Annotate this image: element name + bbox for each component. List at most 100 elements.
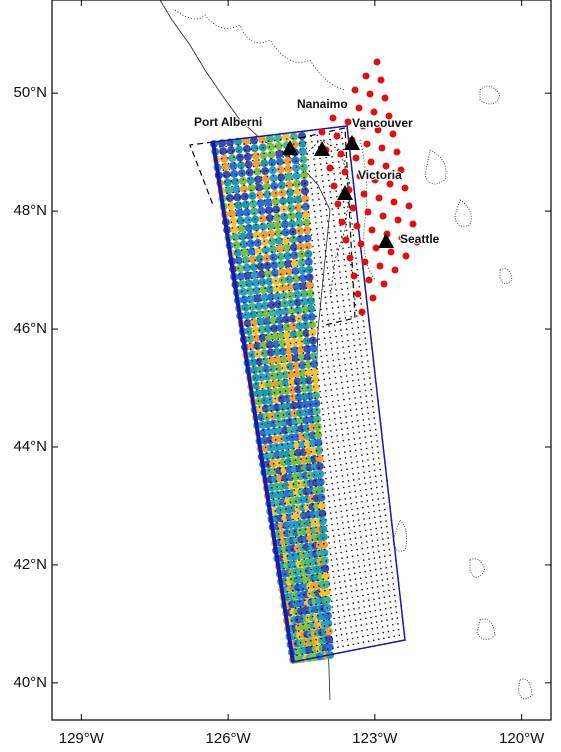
slip-cell — [309, 344, 318, 353]
grid-node — [271, 169, 274, 171]
grid-node — [331, 353, 334, 356]
grid-node — [290, 172, 293, 175]
slip-cell — [318, 517, 327, 526]
slip-cell — [255, 191, 264, 200]
grid-node — [227, 198, 229, 200]
slip-cell — [305, 384, 314, 393]
grid-node — [276, 373, 279, 376]
grid-node — [338, 405, 340, 408]
grid-node — [396, 617, 399, 619]
slip-cell — [315, 446, 323, 455]
grid-node — [359, 577, 362, 579]
grid-node — [349, 620, 352, 623]
slip-cell — [304, 250, 313, 258]
grid-node — [329, 588, 331, 591]
x-tick-label: 129°W — [59, 730, 105, 747]
grid-node — [293, 489, 296, 491]
grid-node — [284, 466, 287, 469]
grid-node — [231, 144, 233, 147]
grid-node — [277, 379, 280, 382]
grid-node — [301, 299, 304, 302]
grid-node — [280, 396, 282, 399]
grid-node — [353, 608, 355, 610]
grid-node — [282, 249, 285, 252]
grid-node — [350, 544, 352, 546]
grid-node — [263, 199, 266, 201]
grid-node — [371, 446, 374, 449]
grid-node — [345, 586, 347, 588]
grid-node — [248, 260, 250, 262]
grid-node — [324, 595, 327, 598]
slip-cell — [298, 139, 307, 148]
grid-node — [268, 392, 270, 395]
grid-node — [244, 149, 246, 151]
grid-node — [370, 616, 372, 619]
grid-node — [289, 301, 292, 304]
grid-node — [322, 496, 324, 498]
slip-cell — [304, 360, 313, 369]
grid-node — [306, 246, 308, 249]
grid-node — [274, 274, 276, 276]
grid-node — [299, 452, 302, 455]
grid-node — [367, 459, 369, 461]
grid-node — [253, 171, 256, 173]
grid-node — [351, 228, 354, 231]
slip-cell — [256, 199, 265, 208]
grid-node — [251, 201, 254, 203]
grid-node — [368, 599, 370, 601]
grid-node — [367, 464, 370, 467]
grid-node — [358, 519, 360, 521]
grid-node — [357, 554, 359, 557]
grid-node — [284, 384, 286, 387]
grid-node — [334, 231, 336, 233]
grid-node — [296, 470, 299, 473]
grid-node — [262, 146, 265, 149]
grid-node — [362, 366, 364, 369]
slip-cell — [284, 338, 293, 347]
slip-cell — [282, 378, 290, 387]
slip-cell — [259, 151, 268, 160]
slip-cell — [308, 320, 317, 329]
slip-cell — [306, 281, 315, 290]
slip-cell — [247, 184, 256, 193]
grid-node — [372, 551, 375, 554]
grid-node — [273, 392, 276, 394]
grid-node — [332, 647, 334, 649]
grid-node — [362, 594, 364, 597]
grid-node — [283, 496, 286, 499]
grid-node — [274, 510, 277, 512]
grid-node — [305, 369, 307, 372]
grid-node — [300, 458, 302, 461]
grid-node — [284, 308, 287, 310]
grid-node — [238, 232, 240, 234]
grid-node — [245, 242, 248, 245]
grid-node — [342, 148, 345, 151]
grid-node — [276, 409, 278, 411]
grid-node — [285, 508, 287, 510]
grid-node — [296, 394, 299, 396]
slip-cell — [269, 253, 278, 262]
grid-node — [290, 260, 292, 263]
grid-node — [291, 266, 293, 268]
grid-node — [344, 451, 346, 453]
slip-cell — [232, 241, 241, 249]
grid-node — [347, 386, 349, 389]
grid-node — [359, 437, 361, 439]
grid-node — [255, 388, 258, 391]
grid-node — [299, 370, 302, 373]
grid-node — [378, 550, 380, 553]
grid-node — [314, 356, 317, 359]
grid-node — [307, 469, 309, 471]
grid-node — [276, 156, 278, 159]
grid-node — [242, 302, 245, 304]
grid-node — [337, 306, 340, 309]
coastline — [159, 0, 533, 701]
grid-node — [293, 637, 296, 639]
grid-node — [331, 400, 334, 403]
grid-node — [285, 396, 288, 398]
grid-node — [356, 507, 359, 510]
trench-edge — [211, 141, 295, 663]
grid-node — [315, 444, 317, 446]
slip-cell — [303, 242, 312, 251]
grid-node — [309, 563, 312, 565]
